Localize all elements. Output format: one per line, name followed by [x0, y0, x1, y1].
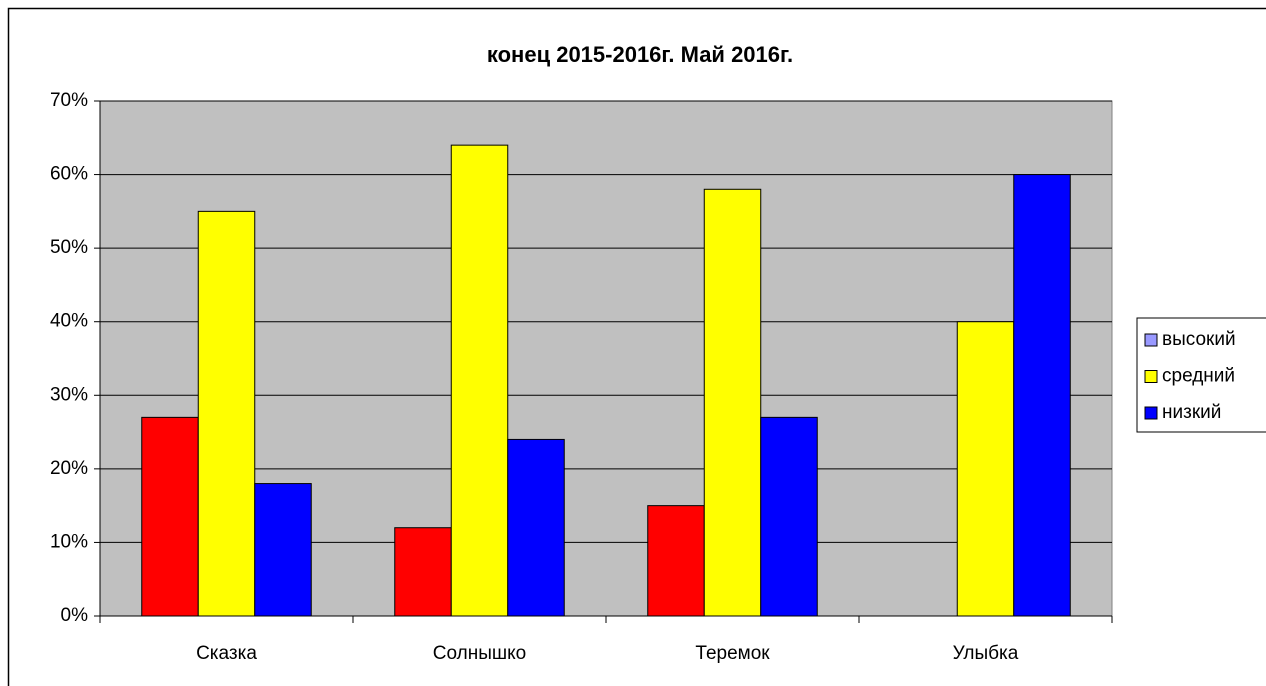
legend-label: высокий	[1162, 329, 1236, 350]
bar	[450, 144, 509, 617]
x-tick-label: Солнышко	[433, 643, 526, 664]
chart-title: конец 2015-2016г. Май 2016г.	[487, 42, 793, 67]
bar	[760, 416, 818, 617]
y-tick-label: 10%	[50, 531, 88, 552]
bar	[141, 416, 199, 617]
legend-label: средний	[1162, 366, 1235, 387]
bar	[197, 210, 256, 617]
legend-label: низкий	[1162, 402, 1221, 423]
y-tick-label: 20%	[50, 458, 88, 479]
y-tick-label: 0%	[61, 605, 89, 626]
y-tick-label: 40%	[50, 311, 88, 332]
legend-swatch	[1144, 370, 1158, 383]
y-tick-label: 30%	[50, 384, 88, 405]
bar	[507, 438, 565, 617]
bar	[647, 505, 705, 617]
x-tick-label: Теремок	[695, 643, 770, 664]
x-tick-label: Улыбка	[953, 643, 1019, 664]
x-tick-label: Сказка	[196, 643, 257, 664]
bar	[703, 188, 762, 617]
legend-swatch	[1144, 333, 1158, 347]
bar	[254, 483, 312, 617]
bar	[956, 321, 1015, 617]
y-tick-label: 70%	[50, 90, 88, 111]
legend-swatch	[1144, 406, 1158, 420]
legend	[1136, 317, 1266, 433]
bar	[1013, 174, 1071, 617]
bar	[394, 527, 452, 617]
y-tick-label: 60%	[50, 164, 88, 185]
y-tick-label: 50%	[50, 237, 88, 258]
